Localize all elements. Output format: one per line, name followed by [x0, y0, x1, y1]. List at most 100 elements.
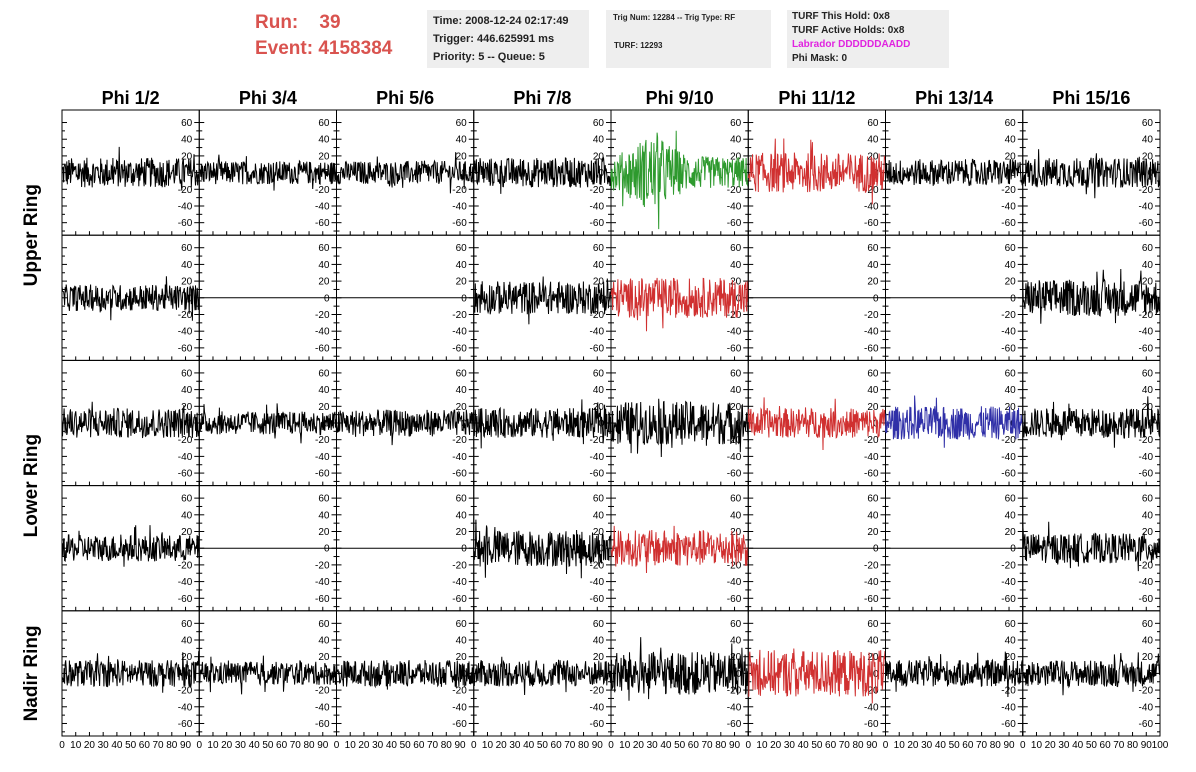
- y-tick-label: 20: [730, 652, 742, 663]
- x-tick-label: 50: [537, 740, 549, 751]
- y-tick-label: -60: [727, 218, 742, 229]
- run-value: 39: [319, 12, 341, 33]
- y-tick-label: 0: [324, 293, 330, 304]
- y-tick-label: -20: [452, 185, 467, 196]
- y-tick-label: 60: [456, 118, 468, 129]
- y-tick-label: 40: [318, 510, 330, 521]
- y-tick-label: -40: [864, 452, 879, 463]
- y-tick-label: 60: [456, 619, 468, 630]
- y-tick-label: 20: [1142, 277, 1154, 288]
- y-tick-label: -60: [727, 594, 742, 605]
- turf-info-box: TURF This Hold: 0x8 TURF Active Holds: 0…: [787, 10, 949, 68]
- x-tick-label: 90: [180, 740, 192, 751]
- y-tick-label: -40: [315, 327, 330, 338]
- y-tick-label: 60: [593, 619, 605, 630]
- y-tick-label: 40: [867, 510, 879, 521]
- y-tick-label: -20: [1139, 560, 1154, 571]
- x-tick-label: 70: [290, 740, 302, 751]
- waveform-trace: [747, 138, 886, 205]
- y-tick-label: -60: [315, 343, 330, 354]
- y-tick-label: 20: [318, 402, 330, 413]
- waveform-trace: [1022, 268, 1161, 324]
- waveform-trace: [1022, 149, 1161, 199]
- y-tick-label: -20: [1139, 310, 1154, 321]
- y-tick-label: 60: [730, 118, 742, 129]
- x-tick-label: 60: [825, 740, 837, 751]
- y-tick-label: -40: [178, 702, 193, 713]
- waveform-trace: [1022, 521, 1161, 572]
- y-tick-label: 40: [456, 260, 468, 271]
- y-tick-label: 20: [456, 402, 468, 413]
- y-tick-label: -20: [727, 185, 742, 196]
- y-tick-label: 20: [1142, 151, 1154, 162]
- x-tick-label: 60: [688, 740, 700, 751]
- y-tick-label: 60: [593, 118, 605, 129]
- y-tick-label: 40: [318, 636, 330, 647]
- x-tick-label: 10: [70, 740, 82, 751]
- y-tick-label: 20: [867, 151, 879, 162]
- y-tick-label: 40: [730, 135, 742, 146]
- x-tick-label: 10: [1031, 740, 1043, 751]
- y-tick-label: -20: [727, 560, 742, 571]
- y-tick-label: 60: [181, 368, 193, 379]
- y-tick-label: 20: [318, 652, 330, 663]
- run-event-box: Run: 39 Event: 4158384: [255, 10, 392, 62]
- trig-info-box: Trig Num: 12284 -- Trig Type: RF TURF: 1…: [606, 10, 771, 68]
- y-tick-label: 20: [867, 402, 879, 413]
- y-tick-label: 20: [1005, 151, 1017, 162]
- y-tick-label: -20: [590, 686, 605, 697]
- column-label: Phi 1/2: [102, 88, 160, 108]
- x-tick-label: 30: [1058, 740, 1070, 751]
- y-tick-label: 60: [318, 118, 330, 129]
- y-tick-label: -20: [590, 560, 605, 571]
- y-tick-label: 60: [867, 494, 879, 505]
- y-tick-label: 20: [593, 402, 605, 413]
- y-tick-label: 40: [456, 135, 468, 146]
- y-tick-label: 60: [730, 619, 742, 630]
- y-tick-label: 20: [318, 527, 330, 538]
- y-tick-label: 20: [593, 652, 605, 663]
- x-tick-label: 40: [660, 740, 672, 751]
- y-tick-label: 60: [1142, 619, 1154, 630]
- y-tick-label: -60: [1139, 719, 1154, 730]
- y-tick-label: 60: [593, 368, 605, 379]
- x-tick-label: 30: [921, 740, 933, 751]
- y-tick-label: -60: [1139, 343, 1154, 354]
- y-tick-label: 40: [730, 510, 742, 521]
- y-tick-label: 20: [1005, 402, 1017, 413]
- y-tick-label: -60: [452, 469, 467, 480]
- x-tick-label: 70: [702, 740, 714, 751]
- y-tick-label: -60: [178, 594, 193, 605]
- y-tick-label: -40: [1001, 702, 1016, 713]
- x-tick-label: 50: [125, 740, 137, 751]
- y-tick-label: 40: [181, 636, 193, 647]
- x-tick-label: 40: [523, 740, 535, 751]
- y-tick-label: 40: [1142, 135, 1154, 146]
- y-tick-label: -40: [178, 201, 193, 212]
- y-tick-label: -40: [315, 702, 330, 713]
- y-tick-label: -60: [315, 719, 330, 730]
- y-tick-label: -40: [1001, 577, 1016, 588]
- y-tick-label: -40: [178, 577, 193, 588]
- x-tick-label: 80: [441, 740, 453, 751]
- y-tick-label: 40: [730, 385, 742, 396]
- y-tick-label: -20: [315, 310, 330, 321]
- waveform-trace: [61, 525, 200, 567]
- y-tick-label: 60: [181, 118, 193, 129]
- y-tick-label: 20: [1142, 652, 1154, 663]
- y-tick-label: 20: [730, 151, 742, 162]
- x-tick-label: 60: [276, 740, 288, 751]
- y-tick-label: 20: [730, 402, 742, 413]
- x-tick-label: 70: [976, 740, 988, 751]
- y-tick-label: 60: [593, 243, 605, 254]
- phi-mask-text: Phi Mask: 0: [792, 53, 848, 64]
- y-tick-label: 40: [1005, 636, 1017, 647]
- y-tick-label: -40: [452, 702, 467, 713]
- y-tick-label: 40: [181, 135, 193, 146]
- y-tick-label: 40: [1005, 385, 1017, 396]
- column-label: Phi 5/6: [376, 88, 434, 108]
- y-tick-label: -40: [590, 702, 605, 713]
- y-tick-label: -60: [864, 343, 879, 354]
- y-tick-label: 60: [867, 619, 879, 630]
- y-tick-label: -40: [590, 452, 605, 463]
